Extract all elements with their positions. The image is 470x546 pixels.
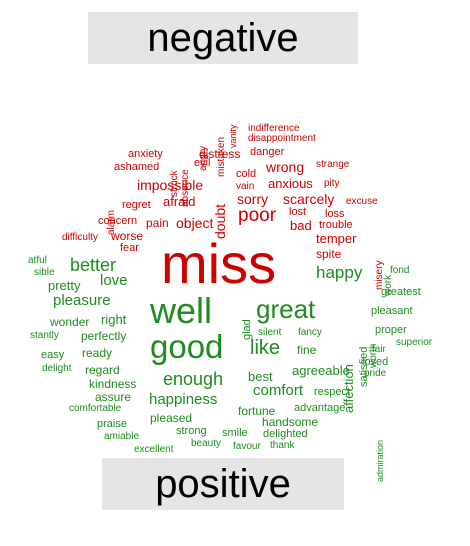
word-difficulty: difficulty <box>62 232 98 243</box>
word-vain: vain <box>236 181 255 192</box>
word-perfectly: perfectly <box>81 329 127 343</box>
word-wonder: wonder <box>50 315 90 329</box>
word-concern: concern <box>98 215 138 227</box>
word-scarcely: scarcely <box>283 191 335 207</box>
word-loved: loved <box>362 356 389 368</box>
negative-heading: negative <box>88 12 358 64</box>
word-indifference: indifference <box>248 123 300 134</box>
word-bad: bad <box>290 218 312 233</box>
word-fair: fair <box>372 344 386 355</box>
word-smile: smile <box>222 427 248 439</box>
word-superior: superior <box>396 337 433 348</box>
word-wrong: wrong <box>266 159 305 175</box>
word-regret: regret <box>122 199 151 211</box>
word-excuse: excuse <box>346 196 378 207</box>
word-pleasure: pleasure <box>53 292 111 309</box>
word-afraid: afraid <box>163 194 196 209</box>
word-danger: danger <box>250 146 285 158</box>
word-admiration: admiration <box>375 439 385 482</box>
word-great: great <box>256 294 316 324</box>
word-glad: glad <box>241 319 253 340</box>
word-pity: pity <box>324 178 340 189</box>
word-worse: worse <box>111 229 144 243</box>
word-vanity: vanity <box>228 124 238 148</box>
word-strong: strong <box>176 425 207 437</box>
word-amiable: amiable <box>104 431 140 442</box>
word-enough: enough <box>163 369 224 389</box>
word-struck: struck <box>169 170 180 197</box>
word-right: right <box>101 312 127 327</box>
word-good: good <box>150 328 224 365</box>
word-angry: angry <box>198 145 209 171</box>
word-lost: lost <box>289 206 307 218</box>
word-ready: ready <box>82 346 113 360</box>
word-easy: easy <box>41 349 65 361</box>
word-assure: assure <box>95 390 132 404</box>
word-mistaken: mistaken <box>216 136 227 177</box>
word-delighted: delighted <box>263 428 308 440</box>
word-anxiety: anxiety <box>128 148 163 160</box>
word-absence: absence <box>180 169 191 207</box>
word-silent: silent <box>258 327 282 338</box>
word-pleasant: pleasant <box>371 305 413 317</box>
word-sible: sible <box>34 267 55 278</box>
word-fortune: fortune <box>238 404 276 418</box>
word-kindness: kindness <box>89 377 137 391</box>
word-well: well <box>150 290 213 331</box>
word-trouble: trouble <box>319 219 353 231</box>
word-comfortable: comfortable <box>69 403 122 414</box>
word-regard: regard <box>85 363 120 377</box>
word-delight: delight <box>42 363 72 374</box>
word-strange: strange <box>316 159 350 170</box>
word-sorry: sorry <box>237 191 269 207</box>
word-beauty: beauty <box>191 438 222 449</box>
word-handsome: handsome <box>262 415 319 429</box>
word-anxious: anxious <box>268 176 313 191</box>
word-disappointment: disappointment <box>248 133 316 144</box>
word-evil: evil <box>194 157 211 169</box>
word-spite: spite <box>316 247 342 261</box>
word-doubt: doubt <box>212 203 228 239</box>
word-temper: temper <box>316 231 357 246</box>
word-advantage: advantage <box>294 402 346 414</box>
word-ashamed: ashamed <box>114 161 160 173</box>
word-atful: atful <box>28 255 47 266</box>
positive-heading: positive <box>102 458 344 510</box>
word-agreeable: agreeable <box>292 363 350 378</box>
word-distress: distress <box>199 147 241 161</box>
word-fear: fear <box>120 242 139 254</box>
word-fond: fond <box>390 265 410 276</box>
word-fine: fine <box>297 343 317 357</box>
word-pleased: pleased <box>150 411 193 425</box>
word-better: better <box>70 255 117 275</box>
word-happiness: happiness <box>149 391 218 408</box>
word-greatest: greatest <box>381 286 421 298</box>
word-pain: pain <box>146 216 169 230</box>
word-loss: loss <box>325 208 345 220</box>
word-fancy: fancy <box>298 327 322 338</box>
word-pretty: pretty <box>48 278 81 293</box>
word-thank: thank <box>270 440 295 451</box>
word-happy: happy <box>316 263 363 282</box>
word-pride: pride <box>364 368 387 379</box>
word-favour: favour <box>233 441 261 452</box>
word-cold: cold <box>236 168 257 180</box>
word-poor: poor <box>238 205 277 226</box>
word-impossible: impossible <box>137 177 204 193</box>
word-proper: proper <box>375 324 407 336</box>
word-love: love <box>100 272 128 289</box>
word-miss: miss <box>161 232 277 295</box>
word-best: best <box>248 369 273 384</box>
word-excellent: excellent <box>134 444 174 455</box>
word-stantly: stantly <box>30 330 59 341</box>
word-praise: praise <box>97 418 127 430</box>
word-like: like <box>250 337 281 359</box>
word-comfort: comfort <box>253 382 304 399</box>
word-respect: respect <box>314 386 351 398</box>
word-object: object <box>176 215 214 231</box>
